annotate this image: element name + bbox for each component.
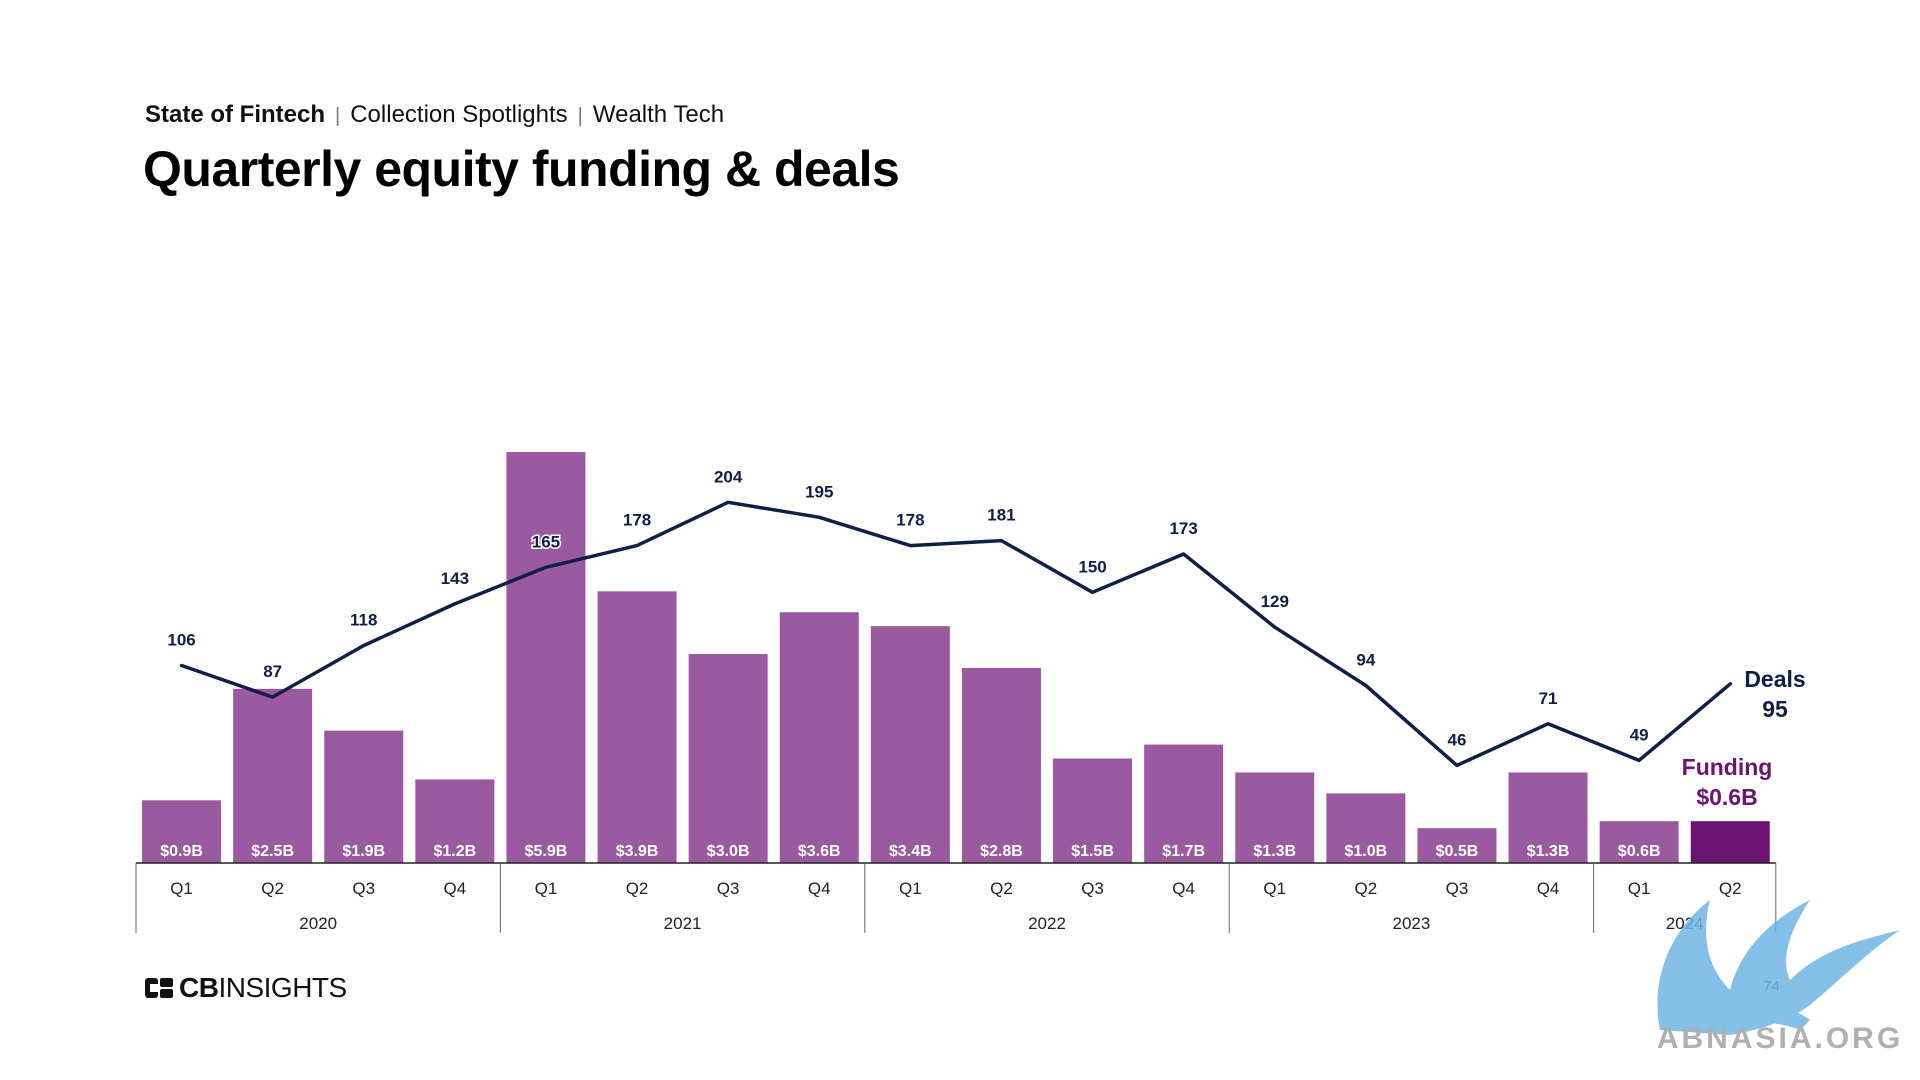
- year-label: 2023: [1392, 914, 1430, 933]
- x-tick-label: Q4: [444, 879, 467, 898]
- bar: [870, 626, 950, 863]
- deals-value-label: 165: [532, 532, 560, 551]
- deals-value-label: 106: [167, 631, 195, 650]
- year-label: 2020: [299, 914, 337, 933]
- breadcrumb-separator: |: [335, 105, 341, 127]
- deals-value-label: 150: [1078, 557, 1106, 576]
- breadcrumb-item-state-of-fintech: State of Fintech: [145, 101, 326, 128]
- bar: [779, 612, 859, 863]
- bar-value-label: $1.3B: [1253, 843, 1296, 860]
- x-tick-label: Q4: [1537, 879, 1560, 898]
- year-label: 2021: [664, 914, 702, 933]
- x-tick-label: Q1: [1263, 879, 1286, 898]
- x-tick-label: Q3: [717, 879, 740, 898]
- bar: [1053, 758, 1133, 863]
- deals-value-label: 204: [714, 467, 743, 486]
- bar-value-label: $1.2B: [433, 843, 476, 860]
- x-tick-label: Q1: [535, 879, 558, 898]
- x-tick-label: Q2: [626, 879, 649, 898]
- bar-value-label: $2.8B: [980, 843, 1023, 860]
- bar: [1508, 772, 1588, 863]
- bar: [324, 730, 404, 863]
- bar-value-label: $1.7B: [1162, 843, 1205, 860]
- deals-value-label: 181: [987, 506, 1015, 525]
- bar-value-label: $5.9B: [525, 843, 568, 860]
- bar: [1326, 793, 1406, 863]
- deals-end-value: 95: [1762, 696, 1788, 722]
- x-tick-label: Q2: [1355, 879, 1378, 898]
- logo-text-bold: CB: [179, 972, 219, 1003]
- abnasia-watermark: ABNASIA.ORG: [1657, 900, 1903, 1055]
- x-tick-label: Q1: [899, 879, 922, 898]
- bar-value-label: $2.5B: [251, 843, 294, 860]
- deals-value-label: 87: [263, 662, 282, 681]
- bar-value-label: $1.5B: [1071, 843, 1114, 860]
- bar: [597, 591, 677, 863]
- bar-value-label: $1.9B: [342, 843, 385, 860]
- watermark-text: ABNASIA.ORG: [1657, 1022, 1903, 1055]
- breadcrumb-separator: |: [577, 105, 583, 127]
- deals-value-label: 49: [1630, 725, 1649, 744]
- bar-value-label: $0.9B: [160, 843, 203, 860]
- bar: [415, 779, 495, 863]
- bar-value-label: $3.0B: [707, 843, 750, 860]
- deals-value-label: 129: [1261, 592, 1289, 611]
- deals-series-label: Deals: [1744, 666, 1805, 692]
- deals-value-label: 195: [805, 482, 833, 501]
- bar-value-label: $1.3B: [1527, 843, 1570, 860]
- x-tick-label: Q2: [1719, 879, 1742, 898]
- deals-value-label: 173: [1169, 519, 1197, 538]
- breadcrumb-item-wealth-tech: Wealth Tech: [592, 101, 725, 128]
- bar-value-label: $0.6B: [1618, 843, 1661, 860]
- bar-value-label: $3.9B: [616, 843, 659, 860]
- deals-line: [179, 500, 1733, 768]
- bar: [1417, 828, 1497, 863]
- griffin-watermark-icon: [1657, 900, 1900, 1035]
- breadcrumb: State of Fintech | Collection Spotlights | W…: [145, 101, 724, 129]
- x-tick-label: Q3: [1081, 879, 1104, 898]
- x-tick-label: Q4: [1172, 879, 1195, 898]
- page-title: Quarterly equity funding & deals: [143, 141, 900, 197]
- bar: [688, 654, 768, 863]
- bar: [1144, 744, 1224, 863]
- x-tick-label: Q1: [170, 879, 193, 898]
- deals-value-label: 118: [350, 611, 377, 630]
- bar: [961, 667, 1041, 863]
- x-tick-label: Q2: [261, 879, 284, 898]
- cb-insights-logo-icon: [145, 978, 173, 998]
- bar-value-label: $0.5B: [1436, 843, 1479, 860]
- bar: [142, 800, 222, 863]
- bar: [233, 688, 313, 863]
- x-tick-label: Q3: [1446, 879, 1469, 898]
- deals-value-label: 178: [623, 511, 651, 530]
- cb-insights-logo: CB INSIGHTS: [145, 972, 347, 1004]
- bar: [506, 452, 586, 863]
- x-tick-label: Q1: [1628, 879, 1651, 898]
- logo-text-light: INSIGHTS: [218, 972, 347, 1003]
- funding-end-value: $0.6B: [1696, 784, 1757, 810]
- x-tick-label: Q4: [808, 879, 831, 898]
- year-label: 2022: [1028, 914, 1066, 933]
- deals-value-label: 94: [1356, 650, 1375, 669]
- bar: [1599, 821, 1679, 863]
- deals-value-label: 178: [896, 511, 924, 530]
- x-tick-label: Q2: [990, 879, 1013, 898]
- x-tick-label: Q3: [352, 879, 375, 898]
- deals-value-label: 71: [1539, 689, 1558, 708]
- deals-value-label: 46: [1447, 730, 1466, 749]
- bar-value-label: $3.6B: [798, 843, 841, 860]
- bar: [1690, 821, 1770, 863]
- funding-series-label: Funding: [1682, 754, 1773, 780]
- deals-value-label: 143: [441, 569, 469, 588]
- bar: [1235, 772, 1315, 863]
- bar-value-label: $1.0B: [1344, 843, 1387, 860]
- bar-value-label: $3.4B: [889, 843, 932, 860]
- breadcrumb-item-collection-spotlights: Collection Spotlights: [350, 101, 568, 128]
